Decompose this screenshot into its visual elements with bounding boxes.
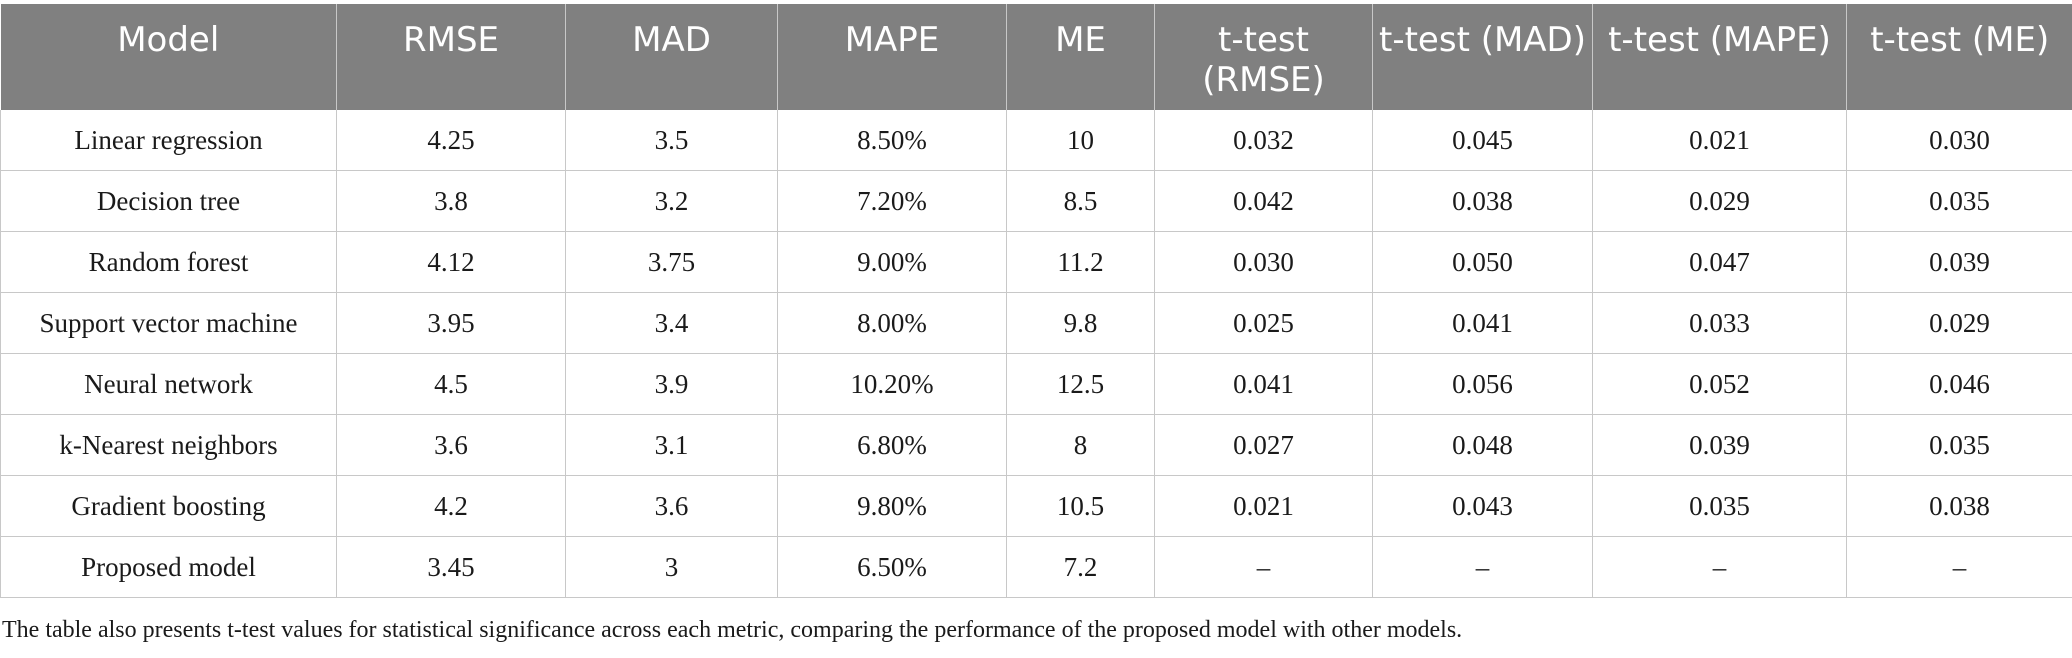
metric-cell: – [1154,536,1373,598]
metric-cell: 3.5 [565,110,778,171]
table-row: Random forest 4.12 3.75 9.00% 11.2 0.030 0.050… [0,231,2072,293]
metric-cell: 3 [565,536,778,598]
metric-cell: 3.6 [336,414,566,476]
metric-cell: 6.50% [777,536,1007,598]
metric-cell: 0.046 [1846,353,2072,415]
metric-cell: 0.043 [1372,475,1593,537]
metric-cell: 0.035 [1592,475,1847,537]
table-row: Neural network 4.5 3.9 10.20% 12.5 0.041 0.056… [0,353,2072,415]
metric-cell: 4.5 [336,353,566,415]
metric-cell: 8.5 [1006,170,1155,232]
metric-cell: 0.021 [1592,110,1847,171]
metric-cell: 8.00% [777,292,1007,354]
column-header: MAD [565,4,778,110]
column-header: Model [0,4,337,110]
column-header: t-test (MAPE) [1592,4,1847,110]
model-name-cell: Linear regression [0,110,337,171]
metric-cell: 9.8 [1006,292,1155,354]
metric-cell: 10 [1006,110,1155,171]
metric-cell: 4.2 [336,475,566,537]
metric-cell: 0.056 [1372,353,1593,415]
metric-cell: 10.5 [1006,475,1155,537]
table-row: Support vector machine 3.95 3.4 8.00% 9.8 0.0… [0,292,2072,354]
column-header: RMSE [336,4,566,110]
column-header: t-test (MAD) [1372,4,1593,110]
metric-cell: – [1372,536,1593,598]
metric-cell: 3.6 [565,475,778,537]
metric-cell: 0.025 [1154,292,1373,354]
metric-cell: 3.1 [565,414,778,476]
metric-cell: 0.047 [1592,231,1847,293]
model-name-cell: Decision tree [0,170,337,232]
model-name-cell: Proposed model [0,536,337,598]
table-row: Linear regression 4.25 3.5 8.50% 10 0.032 0.04… [0,110,2072,171]
metric-cell: 0.030 [1846,110,2072,171]
table-row: k-Nearest neighbors 3.6 3.1 6.80% 8 0.027 0.04… [0,414,2072,476]
results-table-container: Model RMSE MAD MAPE ME t-test (RMSE) t-test (M… [0,4,2072,598]
metric-cell: 6.80% [777,414,1007,476]
table-row: Gradient boosting 4.2 3.6 9.80% 10.5 0.021 0.0… [0,475,2072,537]
metric-cell: 0.021 [1154,475,1373,537]
metric-cell: 3.9 [565,353,778,415]
column-header: t-test (RMSE) [1154,4,1373,110]
table-row: Decision tree 3.8 3.2 7.20% 8.5 0.042 0.038 0.0… [0,170,2072,232]
metric-cell: 3.2 [565,170,778,232]
model-name-cell: Gradient boosting [0,475,337,537]
metric-cell: 0.039 [1592,414,1847,476]
metric-cell: 0.032 [1154,110,1373,171]
header-row: Model RMSE MAD MAPE ME t-test (RMSE) t-test (M… [0,4,2072,110]
metric-cell: 10.20% [777,353,1007,415]
metric-cell: 0.042 [1154,170,1373,232]
metric-cell: 0.038 [1846,475,2072,537]
metric-cell: 0.027 [1154,414,1373,476]
table-body: Linear regression 4.25 3.5 8.50% 10 0.032 0.04… [0,110,2072,598]
metric-cell: 0.035 [1846,414,2072,476]
metric-cell: 0.045 [1372,110,1593,171]
metric-cell: 7.2 [1006,536,1155,598]
metric-cell: 0.048 [1372,414,1593,476]
table-footnote: The table also presents t-test values fo… [2,617,1463,643]
model-name-cell: Support vector machine [0,292,337,354]
metric-cell: 9.80% [777,475,1007,537]
metric-cell: 0.038 [1372,170,1593,232]
metric-cell: 0.029 [1592,170,1847,232]
metric-cell: 3.95 [336,292,566,354]
metric-cell: 12.5 [1006,353,1155,415]
metric-cell: 3.75 [565,231,778,293]
metric-cell: 3.4 [565,292,778,354]
metric-cell: 3.45 [336,536,566,598]
results-table: Model RMSE MAD MAPE ME t-test (RMSE) t-test (M… [0,4,2072,598]
metric-cell: 0.029 [1846,292,2072,354]
metric-cell: 0.050 [1372,231,1593,293]
metric-cell: 9.00% [777,231,1007,293]
table-row: Proposed model 3.45 3 6.50% 7.2– – – – [0,536,2072,598]
column-header: t-test (ME) [1846,4,2072,110]
metric-cell: 0.039 [1846,231,2072,293]
metric-cell: 8 [1006,414,1155,476]
table-header: Model RMSE MAD MAPE ME t-test (RMSE) t-test (M… [0,4,2072,110]
metric-cell: 7.20% [777,170,1007,232]
metric-cell: 0.033 [1592,292,1847,354]
metric-cell: 3.8 [336,170,566,232]
metric-cell: 4.25 [336,110,566,171]
model-name-cell: k-Nearest neighbors [0,414,337,476]
metric-cell: 0.030 [1154,231,1373,293]
metric-cell: 8.50% [777,110,1007,171]
metric-cell: 0.035 [1846,170,2072,232]
metric-cell: 0.041 [1372,292,1593,354]
column-header: ME [1006,4,1155,110]
metric-cell: – [1592,536,1847,598]
metric-cell: 0.052 [1592,353,1847,415]
metric-cell: – [1846,536,2072,598]
metric-cell: 4.12 [336,231,566,293]
column-header: MAPE [777,4,1007,110]
metric-cell: 0.041 [1154,353,1373,415]
model-name-cell: Neural network [0,353,337,415]
model-name-cell: Random forest [0,231,337,293]
metric-cell: 11.2 [1006,231,1155,293]
